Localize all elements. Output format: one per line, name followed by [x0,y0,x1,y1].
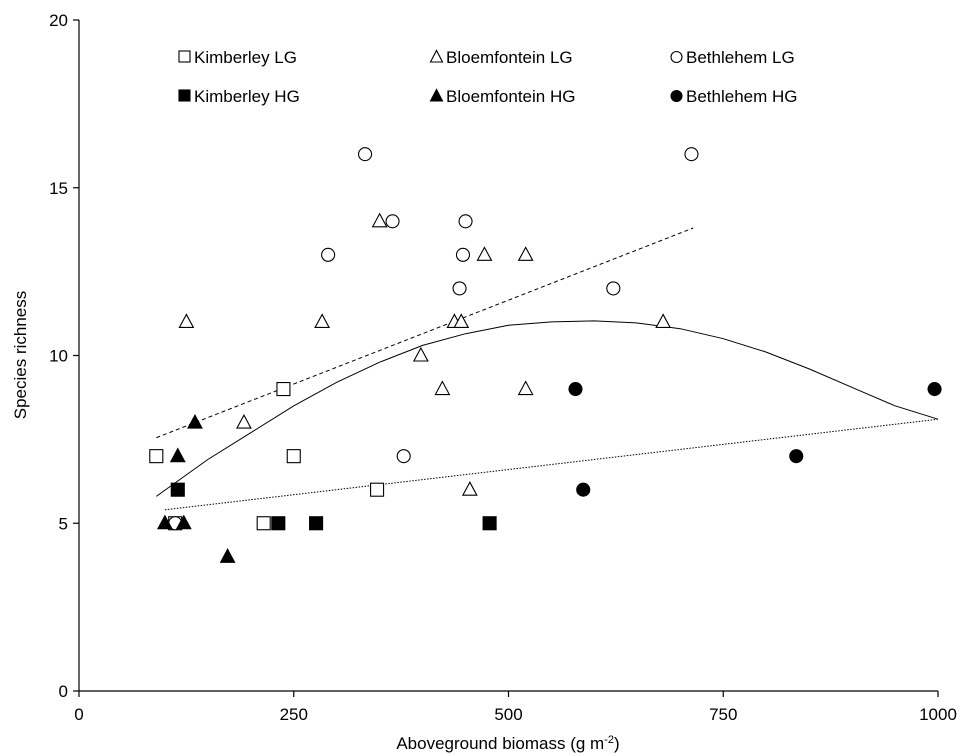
y-tick-label: 15 [49,179,68,198]
legend-label: Bloemfontein LG [446,48,573,67]
x-axis-label: Aboveground biomass (g m-2) [396,734,619,753]
legend-item: Kimberley HG [178,87,300,106]
legend-item: Kimberley LG [178,48,297,67]
data-point [434,380,451,396]
data-point [149,449,164,464]
data-point [568,381,583,397]
data-point [314,313,331,329]
legend-marker [178,50,191,63]
legend-label: Kimberley HG [194,87,300,106]
axes: 0 250 500 750 1000 0 5 10 15 20 [49,11,957,724]
legend-marker [429,49,444,63]
data-point [156,514,173,530]
y-axis-label: Species richness [11,291,30,420]
dotted-fit-line [164,418,939,511]
plot-area [149,147,942,563]
legend-label: Bloemfontein HG [446,87,575,106]
legend-label: Bethlehem LG [686,48,795,67]
data-point [412,346,429,362]
data-point [276,381,291,397]
x-axis-label-end: ) [614,734,620,753]
data-point [458,214,473,229]
legend-marker [178,89,191,102]
data-point [309,516,324,531]
x-tick-label: 250 [280,705,308,724]
data-point [576,482,591,497]
data-point [452,281,467,296]
dashed-fit-line [156,227,694,439]
y-tick-label: 20 [49,11,68,30]
data-point [517,380,534,396]
y-tick-label: 10 [49,347,68,366]
legend-marker [429,88,444,102]
data-point [271,516,286,531]
data-point [476,246,493,261]
x-axis-label-main: Aboveground biomass (g m [396,734,604,753]
x-tick-label: 500 [494,705,522,724]
solid-fit-line [156,320,939,497]
legend-marker [670,89,683,103]
data-point [178,313,195,329]
data-point [927,381,942,397]
x-tick-label: 1000 [919,705,957,724]
legend-label: Kimberley LG [194,48,297,67]
data-point [453,313,470,329]
y-tick-label: 5 [59,514,68,533]
data-point [187,413,203,429]
data-point [236,413,252,429]
data-point [175,514,192,530]
data-point [170,482,185,497]
data-point [385,214,400,229]
data-point [396,449,411,464]
data-point [370,482,385,497]
data-point [455,247,471,262]
data-point [517,246,534,261]
x-tick-label: 0 [74,705,83,724]
data-point [684,147,699,162]
data-point [357,147,373,162]
legend-item: Bethlehem LG [670,48,795,67]
y-tick-label: 0 [59,682,68,701]
data-point [789,449,804,464]
legend-label: Bethlehem HG [686,87,798,106]
data-point [371,212,388,228]
data-point [482,516,497,531]
data-point [655,313,672,329]
data-point [286,449,301,464]
legend: Kimberley LG Bloemfontein LG Bethlehem LG K… [178,48,798,106]
data-point [461,481,478,496]
data-point [256,516,271,531]
data-point [219,548,236,563]
legend-item: Bethlehem HG [670,87,798,106]
data-point [606,281,621,296]
legend-item: Bloemfontein LG [429,48,573,67]
legend-item: Bloemfontein HG [429,87,575,106]
data-point [169,447,186,463]
legend-marker [670,50,683,64]
x-axis-label-sup: -2 [604,734,614,746]
x-tick-label: 750 [709,705,737,724]
data-point [321,247,336,262]
